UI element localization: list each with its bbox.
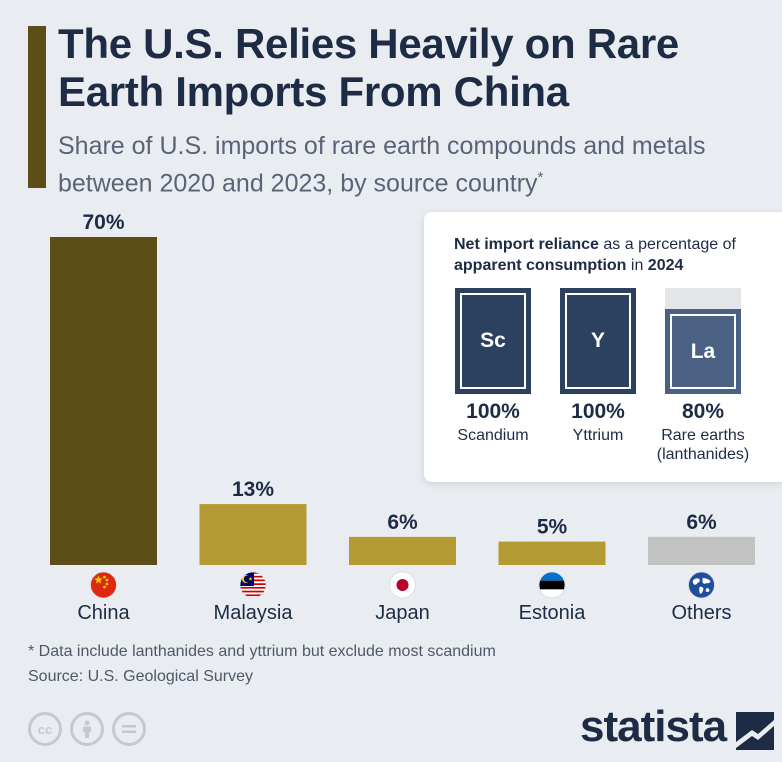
title-accent-bar xyxy=(28,26,46,188)
bar-value-label: 5% xyxy=(537,516,568,539)
chart-title: The U.S. Relies Heavily on Rare Earth Im… xyxy=(58,20,679,115)
element-symbol: Sc xyxy=(460,293,526,389)
license-icons: cc xyxy=(28,712,146,746)
yttrium-percent: 100% xyxy=(571,400,625,423)
lanthanides-name: Rare earths (lanthanides) xyxy=(656,427,750,463)
subtitle-footnote-mark: * xyxy=(537,169,544,186)
bar-estonia xyxy=(498,541,606,565)
panel-heading-text-2: in xyxy=(626,257,648,274)
tile-fill: La xyxy=(665,309,741,394)
bar-malaysia xyxy=(199,504,307,565)
globe-icon xyxy=(688,571,715,599)
scandium-percent: 100% xyxy=(466,400,520,423)
scandium-tile: Sc xyxy=(455,288,531,394)
lanthanides-percent: 80% xyxy=(681,400,725,423)
bar-china xyxy=(50,237,157,565)
scandium-name: Scandium xyxy=(457,427,529,444)
element-symbol: Y xyxy=(565,293,631,389)
estonia-flag-icon xyxy=(538,571,566,599)
lanthanides-tile: La xyxy=(665,288,741,394)
bar-value-label: 70% xyxy=(82,211,124,234)
net-import-reliance-panel: Net import reliance as a percentage of a… xyxy=(424,212,782,482)
footnote: * Data include lanthanides and yttrium b… xyxy=(28,643,496,660)
attribution-icon[interactable] xyxy=(70,712,104,746)
tile-fill: Sc xyxy=(455,288,531,394)
panel-heading-bold-3: 2024 xyxy=(647,257,684,274)
creative-commons-icon[interactable]: cc xyxy=(28,712,62,746)
source-note: Source: U.S. Geological Survey xyxy=(28,668,253,685)
category-label: Estonia xyxy=(519,602,587,624)
subtitle-text: Share of U.S. imports of rare earth comp… xyxy=(58,132,706,198)
japan-flag-icon xyxy=(389,571,416,599)
yttrium-name: Yttrium xyxy=(572,427,624,444)
panel-heading-text-1: as a percentage of xyxy=(598,236,736,253)
panel-heading-bold-2: apparent consumption xyxy=(454,257,627,274)
tile-fill: Y xyxy=(560,288,636,394)
chart-subtitle: Share of U.S. imports of rare earth comp… xyxy=(58,130,758,199)
china-flag-icon xyxy=(90,571,117,599)
statista-logo-text[interactable]: statista xyxy=(580,702,727,751)
no-derivatives-icon[interactable] xyxy=(112,712,146,746)
panel-heading-bold-1: Net import reliance xyxy=(454,236,599,253)
category-label: Malaysia xyxy=(214,602,294,624)
statista-logo-icon[interactable] xyxy=(736,712,774,750)
malaysia-flag-icon xyxy=(239,571,267,599)
panel-heading: Net import reliance as a percentage of a… xyxy=(454,234,774,276)
bar-chart: 70% China 13% Malaysia 6% Japan 5% Estonia 6% Oth… xyxy=(50,211,755,624)
category-label: Others xyxy=(671,602,731,624)
category-label: China xyxy=(77,602,130,624)
bar-others xyxy=(648,536,755,565)
element-symbol: La xyxy=(670,314,736,389)
bar-value-label: 13% xyxy=(232,478,274,501)
bar-value-label: 6% xyxy=(686,511,717,534)
category-label: Japan xyxy=(375,602,430,624)
bar-japan xyxy=(349,536,456,565)
yttrium-tile: Y xyxy=(560,288,636,394)
bar-value-label: 6% xyxy=(387,511,418,534)
